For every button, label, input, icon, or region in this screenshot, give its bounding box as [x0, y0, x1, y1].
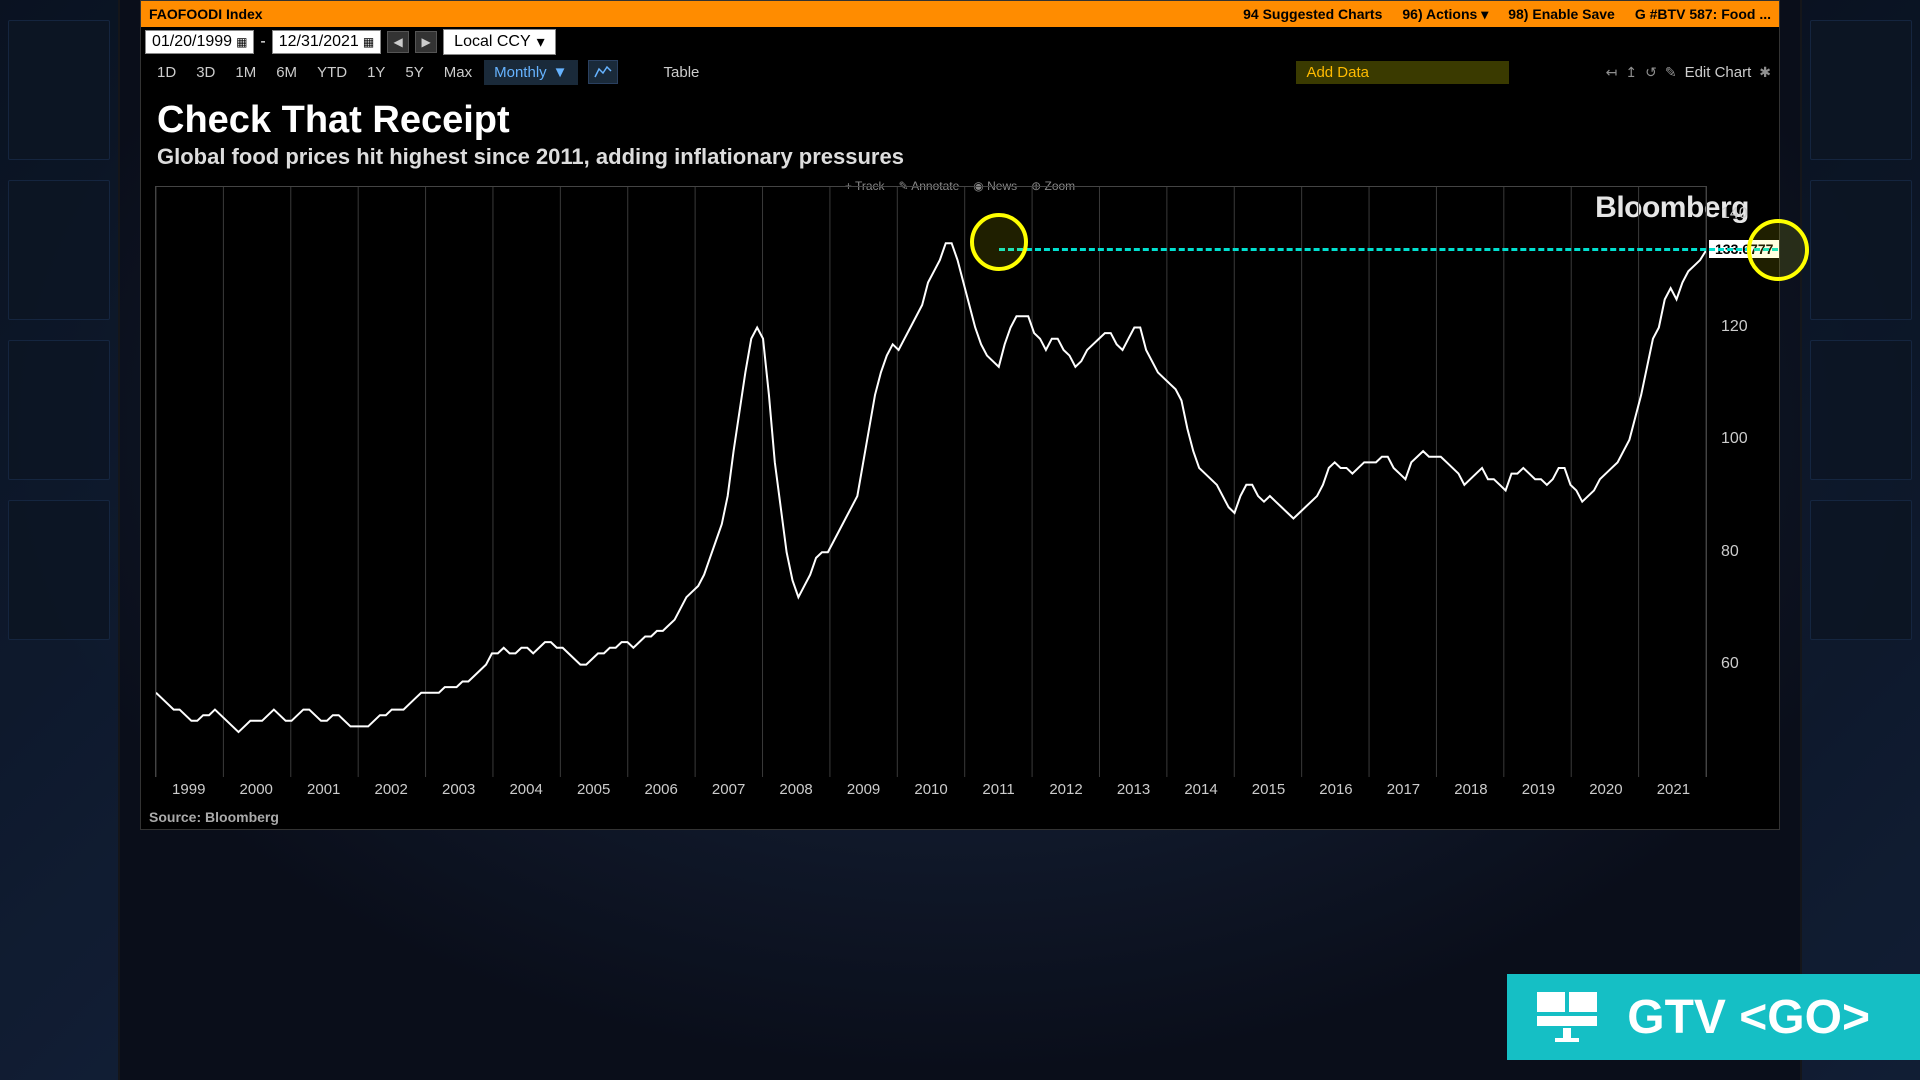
chart-source: Source: Bloomberg — [149, 809, 279, 825]
interval-select[interactable]: Monthly ▼ — [484, 60, 577, 85]
gtv-text: GTV <GO> — [1627, 990, 1870, 1045]
suggested-charts-link[interactable]: 94 Suggested Charts — [1243, 6, 1382, 22]
enable-save-button[interactable]: 98) Enable Save — [1508, 6, 1615, 22]
y-tick-label: 80 — [1721, 543, 1739, 561]
side-monitor-right — [1800, 0, 1920, 1080]
range-toolbar: 1D3D1M6MYTD1Y5YMax Monthly ▼ Table Add D… — [141, 57, 1779, 87]
calendar-icon: ▦ — [363, 35, 374, 49]
terminal-header-bar: FAOFOODI Index 94 Suggested Charts 96) A… — [141, 1, 1779, 27]
date-to-input[interactable]: 12/31/2021 ▦ — [272, 30, 381, 54]
plot-area[interactable] — [155, 186, 1707, 777]
range-button-6m[interactable]: 6M — [266, 60, 307, 85]
date-from-value: 01/20/1999 — [152, 33, 232, 51]
edit-chart-button[interactable]: Edit Chart — [1685, 64, 1752, 81]
interval-value: Monthly — [494, 64, 547, 81]
arrow-left-icon[interactable]: ↤ — [1606, 64, 1618, 81]
monitor-icon — [1537, 992, 1597, 1042]
x-tick-label: 2016 — [1302, 781, 1369, 805]
chevron-down-icon: ▾ — [537, 32, 545, 52]
side-monitor-left — [0, 0, 120, 1080]
x-tick-label: 2005 — [560, 781, 627, 805]
x-tick-label: 2017 — [1370, 781, 1437, 805]
x-tick-label: 2015 — [1235, 781, 1302, 805]
x-tick-label: 2006 — [627, 781, 694, 805]
y-tick-label: 60 — [1721, 655, 1739, 673]
index-name: FAOFOODI Index — [149, 6, 263, 22]
range-button-3d[interactable]: 3D — [186, 60, 225, 85]
undo-icon[interactable]: ↺ — [1645, 64, 1657, 81]
chart-title: Check That Receipt — [141, 91, 1779, 144]
range-button-1d[interactable]: 1D — [147, 60, 186, 85]
range-button-ytd[interactable]: YTD — [307, 60, 357, 85]
x-tick-label: 2009 — [830, 781, 897, 805]
chart-area: Check That Receipt Global food prices hi… — [141, 91, 1779, 829]
export-icon[interactable]: ↥ — [1625, 64, 1637, 81]
gtv-go-banner: GTV <GO> — [1507, 974, 1920, 1060]
y-axis-labels: 140 120 100 80 60 — [1715, 186, 1775, 777]
x-axis-labels: 1999200020012002200320042005200620072008… — [155, 781, 1707, 805]
chevron-down-icon: ▼ — [553, 64, 568, 81]
y-tick-label: 120 — [1721, 318, 1748, 336]
table-view-button[interactable]: Table — [650, 60, 714, 85]
x-tick-label: 2003 — [425, 781, 492, 805]
x-tick-label: 1999 — [155, 781, 222, 805]
date-from-input[interactable]: 01/20/1999 ▦ — [145, 30, 254, 54]
currency-select[interactable]: Local CCY ▾ — [443, 29, 556, 55]
breadcrumb: G #BTV 587: Food ... — [1635, 6, 1771, 22]
currency-value: Local CCY — [454, 33, 530, 51]
x-tick-label: 2019 — [1505, 781, 1572, 805]
x-tick-label: 2014 — [1167, 781, 1234, 805]
chart-type-button[interactable] — [588, 60, 618, 84]
edit-tools: ↤ ↥ ↺ ✎ Edit Chart ✱ — [1606, 64, 1771, 81]
x-tick-label: 2004 — [492, 781, 559, 805]
x-tick-label: 2008 — [762, 781, 829, 805]
range-button-max[interactable]: Max — [434, 60, 482, 85]
range-button-1m[interactable]: 1M — [225, 60, 266, 85]
gear-icon[interactable]: ✱ — [1759, 64, 1771, 81]
y-tick-label: 140 — [1721, 205, 1748, 223]
date-toolbar: 01/20/1999 ▦ - 12/31/2021 ▦ ◀ ▶ Local CC… — [141, 27, 1779, 57]
x-tick-label: 2001 — [290, 781, 357, 805]
x-tick-label: 2018 — [1437, 781, 1504, 805]
bloomberg-terminal: FAOFOODI Index 94 Suggested Charts 96) A… — [140, 0, 1780, 830]
current-value-flag: 133.6777 — [1709, 240, 1779, 258]
range-button-5y[interactable]: 5Y — [395, 60, 433, 85]
nav-prev-button[interactable]: ◀ — [387, 31, 409, 53]
date-to-value: 12/31/2021 — [279, 33, 359, 51]
actions-menu[interactable]: 96) Actions ▾ — [1402, 6, 1488, 23]
x-tick-label: 2021 — [1640, 781, 1707, 805]
x-tick-label: 2002 — [357, 781, 424, 805]
x-tick-label: 2012 — [1032, 781, 1099, 805]
x-tick-label: 2010 — [897, 781, 964, 805]
x-tick-label: 2011 — [965, 781, 1032, 805]
y-tick-label: 100 — [1721, 430, 1748, 448]
add-data-input[interactable]: Add Data — [1296, 61, 1509, 84]
x-tick-label: 2007 — [695, 781, 762, 805]
date-separator: - — [260, 33, 265, 51]
nav-next-button[interactable]: ▶ — [415, 31, 437, 53]
x-tick-label: 2013 — [1100, 781, 1167, 805]
calendar-icon: ▦ — [236, 35, 247, 49]
x-tick-label: 2020 — [1572, 781, 1639, 805]
chart-subtitle: Global food prices hit highest since 201… — [141, 144, 1779, 178]
pencil-icon[interactable]: ✎ — [1665, 64, 1677, 81]
range-button-1y[interactable]: 1Y — [357, 60, 395, 85]
x-tick-label: 2000 — [222, 781, 289, 805]
